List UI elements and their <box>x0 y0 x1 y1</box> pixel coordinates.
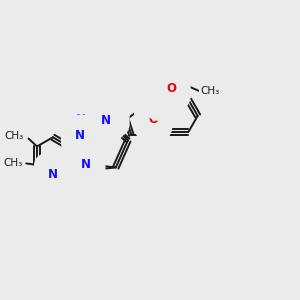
Text: N: N <box>76 113 86 126</box>
Text: N: N <box>106 110 116 123</box>
Text: O: O <box>167 82 176 95</box>
Text: N: N <box>75 129 85 142</box>
Text: N: N <box>81 158 91 171</box>
Text: N: N <box>48 167 58 181</box>
Text: CH₃: CH₃ <box>4 131 23 141</box>
Text: N: N <box>101 114 111 127</box>
Text: CH₃: CH₃ <box>4 158 23 168</box>
Text: O: O <box>148 113 158 126</box>
Text: O: O <box>160 94 170 107</box>
Text: S: S <box>82 164 91 177</box>
Text: CH₃: CH₃ <box>200 86 220 97</box>
